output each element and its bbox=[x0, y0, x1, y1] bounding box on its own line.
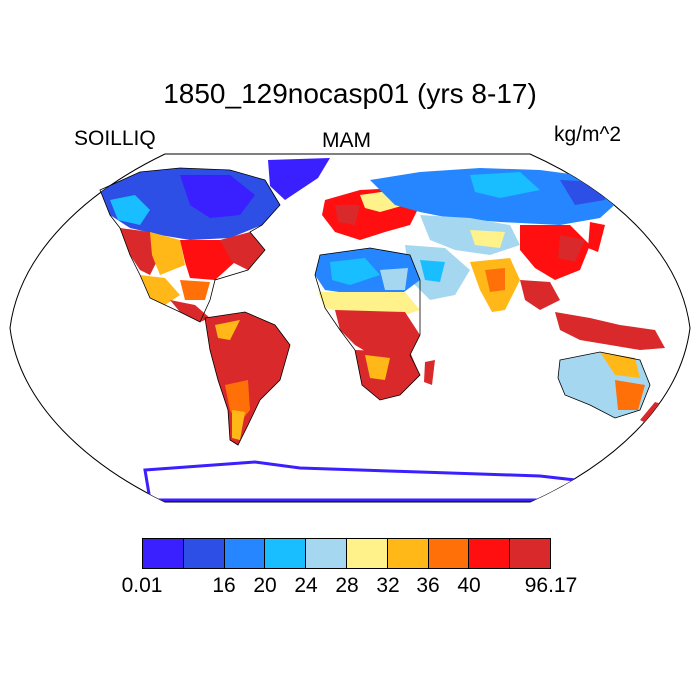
madagascar bbox=[424, 360, 435, 385]
central-america bbox=[170, 300, 210, 322]
colorbar-tick-label: 40 bbox=[457, 574, 481, 597]
units-label: kg/m^2 bbox=[554, 123, 622, 146]
colorbar-tick-label: 16 bbox=[212, 574, 236, 597]
colorbar-tick-label: 32 bbox=[376, 574, 400, 597]
africa-central bbox=[335, 310, 420, 360]
colorbar-swatch bbox=[183, 539, 225, 568]
colorbar-swatch bbox=[346, 539, 388, 568]
colorbar-swatch bbox=[306, 539, 347, 568]
south-america bbox=[205, 312, 290, 445]
colorbar-tick-label: 0.01 bbox=[121, 574, 163, 597]
colorbar-tick-label: 20 bbox=[253, 574, 277, 597]
colorbar-tick-label: 28 bbox=[335, 574, 359, 597]
colorbar-tick-label: 24 bbox=[294, 574, 318, 597]
colorbar-tick-label: 96.17 bbox=[524, 574, 578, 597]
north-america-west bbox=[120, 228, 160, 275]
coastline-north-america bbox=[99, 167, 281, 323]
variable-label: SOILLIQ bbox=[74, 127, 156, 150]
colorbar-swatch bbox=[143, 539, 184, 568]
plot-title: 1850_129nocasp01 (yrs 8-17) bbox=[163, 78, 537, 109]
coastline-africa bbox=[314, 247, 421, 401]
colorbar-swatch bbox=[224, 539, 266, 568]
japan bbox=[588, 222, 605, 252]
colorbar-swatch bbox=[428, 539, 470, 568]
colorbar-swatch bbox=[510, 539, 550, 568]
colorbar-swatch bbox=[387, 539, 429, 568]
land-areas bbox=[100, 158, 665, 502]
coastline-south-america bbox=[204, 311, 291, 446]
maritime-continent bbox=[555, 312, 665, 350]
season-label: MAM bbox=[322, 129, 371, 152]
colorbar-swatch bbox=[469, 539, 511, 568]
coastline-australia bbox=[557, 351, 651, 419]
antarctica bbox=[143, 460, 578, 502]
colorbar-tick-label: 36 bbox=[416, 574, 440, 597]
colorbar-swatch bbox=[265, 539, 307, 568]
southeast-asia bbox=[520, 280, 560, 310]
colorbar bbox=[142, 538, 551, 569]
greenland bbox=[268, 158, 330, 200]
